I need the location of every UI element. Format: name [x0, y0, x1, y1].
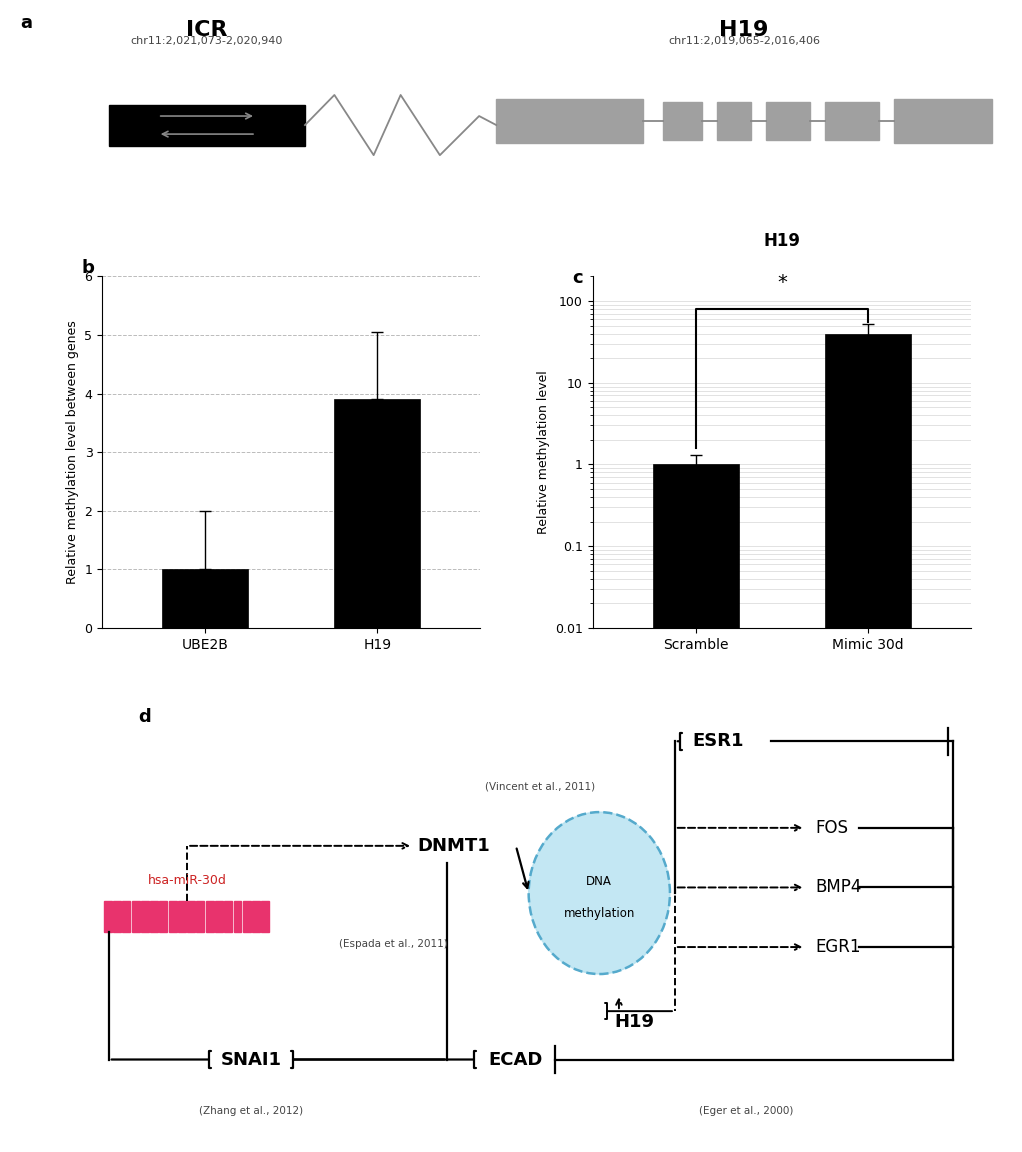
Text: b: b: [82, 259, 94, 276]
Text: H19: H19: [719, 20, 769, 39]
Bar: [334, 400, 420, 628]
Bar: [497, 99, 644, 143]
Bar: [252, 901, 260, 932]
Text: chr11:2,019,065-2,016,406: chr11:2,019,065-2,016,406: [668, 36, 820, 46]
Text: ICR: ICR: [186, 20, 228, 39]
Text: DNA: DNA: [587, 876, 612, 888]
Text: FOS: FOS: [816, 819, 848, 836]
Text: (Vincent et al., 2011): (Vincent et al., 2011): [485, 782, 596, 791]
Text: ESR1: ESR1: [693, 733, 744, 750]
Bar: [234, 901, 241, 932]
Text: a: a: [20, 14, 33, 32]
Bar: [243, 901, 250, 932]
Bar: [141, 901, 149, 932]
Text: (Espada et al., 2011): (Espada et al., 2011): [339, 939, 448, 949]
Text: SNAI1: SNAI1: [221, 1051, 281, 1069]
Bar: [187, 901, 195, 932]
Bar: [178, 901, 186, 932]
Bar: [205, 901, 214, 932]
Bar: [825, 334, 911, 1152]
Bar: [653, 464, 739, 1152]
Bar: [123, 901, 130, 932]
Text: chr11:2,021,073-2,020,940: chr11:2,021,073-2,020,940: [131, 36, 283, 46]
Bar: [663, 101, 702, 141]
Bar: [825, 101, 879, 141]
Bar: [104, 901, 111, 932]
Bar: [132, 901, 140, 932]
Text: *: *: [777, 273, 787, 293]
Bar: [215, 901, 223, 932]
Bar: [113, 901, 121, 932]
Bar: [159, 901, 168, 932]
Text: methylation: methylation: [563, 907, 635, 919]
Text: BMP4: BMP4: [816, 879, 862, 896]
Bar: [717, 101, 751, 141]
Text: (Zhang et al., 2012): (Zhang et al., 2012): [199, 1106, 304, 1116]
Y-axis label: Relative methylation level: Relative methylation level: [537, 370, 550, 535]
Text: ECAD: ECAD: [489, 1051, 543, 1069]
Title: H19: H19: [763, 232, 800, 250]
Text: d: d: [138, 707, 151, 726]
Text: H19: H19: [614, 1014, 654, 1031]
Text: EGR1: EGR1: [816, 938, 861, 956]
Bar: [169, 901, 177, 932]
Bar: [196, 901, 204, 932]
Circle shape: [528, 812, 670, 975]
Text: DNMT1: DNMT1: [418, 836, 491, 855]
Bar: [162, 569, 248, 628]
Bar: [893, 99, 991, 143]
Bar: [224, 901, 232, 932]
Text: c: c: [572, 268, 583, 287]
Bar: [150, 901, 158, 932]
Text: (Eger et al., 2000): (Eger et al., 2000): [699, 1106, 794, 1116]
Bar: [766, 101, 810, 141]
Text: hsa-miR-30d: hsa-miR-30d: [148, 874, 227, 887]
Bar: [262, 901, 269, 932]
Bar: [108, 105, 305, 145]
Y-axis label: Relative methylation level between genes: Relative methylation level between genes: [66, 320, 79, 584]
